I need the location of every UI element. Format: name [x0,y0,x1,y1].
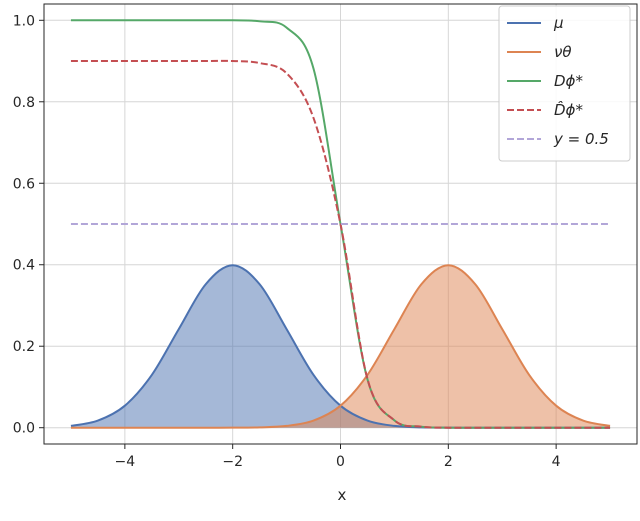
legend-label-2: Dϕ* [554,72,583,90]
y-tick-label: 1.0 [13,13,35,29]
series-lines [70,19,611,429]
x-axis-label: x [338,486,347,504]
y-tick-label: 0.0 [13,421,35,437]
y-tick-label: 0.2 [13,339,35,355]
legend-box [498,5,631,162]
y-tick-label: 0.4 [13,258,35,274]
x-tick-label: −2 [222,454,243,470]
legend-label-4: y = 0.5 [553,130,609,148]
legend-label-0: μ [553,14,564,32]
tick-marks [39,19,557,449]
y-tick-labels: 0.0 0.2 0.4 0.6 0.8 1.0 [13,13,35,436]
series-line-3 [70,59,611,429]
area-fills [70,265,611,428]
series-fill-1 [70,265,611,428]
x-tick-label: 2 [444,454,453,470]
series-line-1 [70,264,611,429]
x-tick-label: 0 [336,454,345,470]
y-tick-label: 0.8 [13,95,35,111]
x-tick-labels: −4 −2 0 2 4 [115,454,561,470]
legend-label-3: D̂ϕ* [554,100,583,119]
legend-label-1: νθ [554,43,572,61]
legend: μ νθ Dϕ* D̂ϕ* y = 0.5 [498,5,631,162]
y-tick-label: 0.6 [13,176,35,192]
x-tick-label: −4 [115,454,136,470]
x-tick-label: 4 [552,454,561,470]
series-fill-0 [70,265,611,428]
